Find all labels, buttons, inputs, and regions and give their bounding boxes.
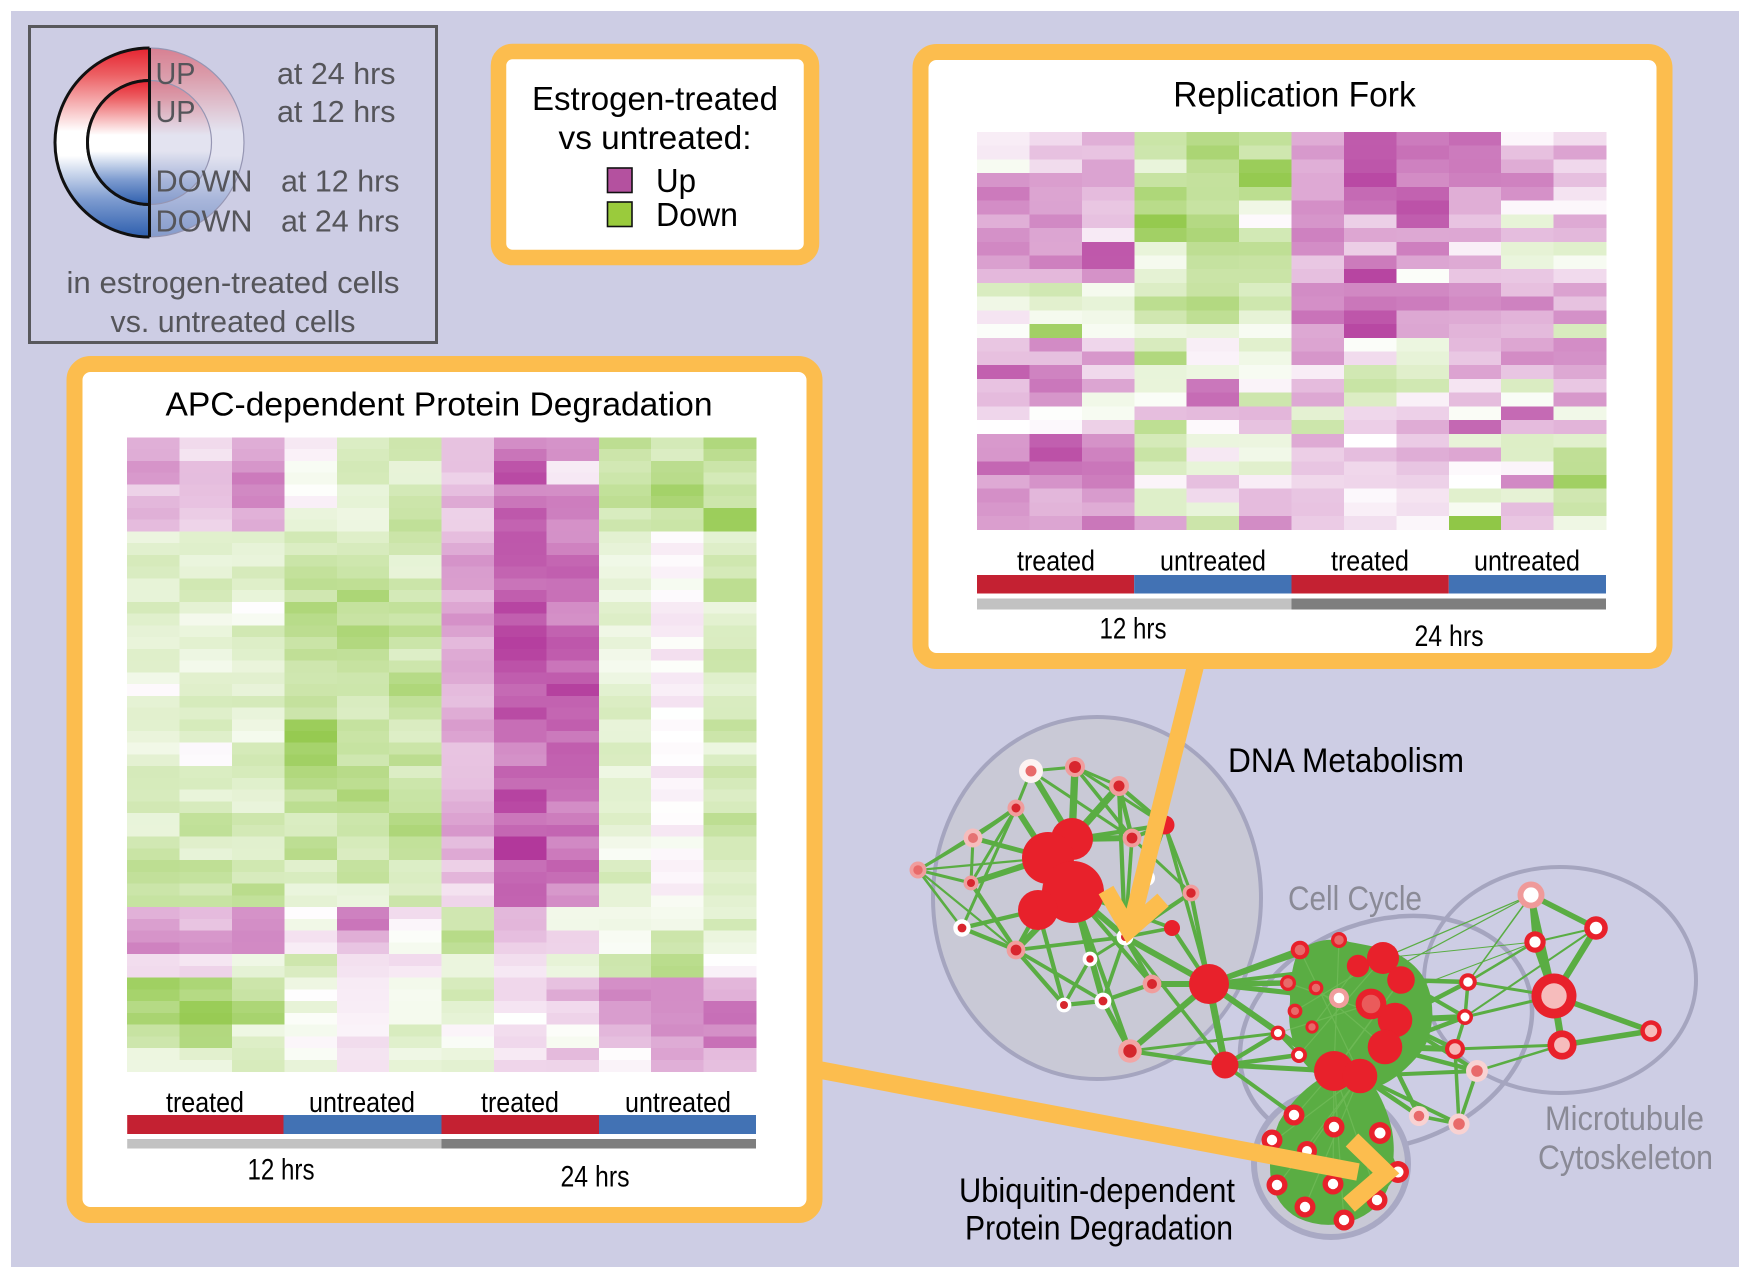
svg-text:Cell Cycle: Cell Cycle xyxy=(1288,880,1422,918)
svg-text:treated: treated xyxy=(1017,546,1095,578)
svg-text:at 24 hrs: at 24 hrs xyxy=(277,56,396,91)
svg-text:untreated: untreated xyxy=(1474,546,1580,578)
svg-text:Up: Up xyxy=(656,162,696,199)
svg-text:untreated: untreated xyxy=(309,1087,415,1119)
svg-text:24 hrs: 24 hrs xyxy=(561,1161,630,1194)
svg-text:vs untreated:: vs untreated: xyxy=(559,119,752,156)
svg-text:DNA Metabolism: DNA Metabolism xyxy=(1228,742,1464,780)
svg-text:DOWN: DOWN xyxy=(156,204,253,239)
svg-text:DOWN: DOWN xyxy=(156,164,253,199)
svg-text:at 24 hrs: at 24 hrs xyxy=(281,204,400,239)
svg-text:treated: treated xyxy=(166,1087,244,1119)
svg-text:treated: treated xyxy=(1331,546,1409,578)
svg-text:Replication Fork: Replication Fork xyxy=(1173,76,1416,115)
svg-text:UP: UP xyxy=(156,94,196,129)
svg-text:untreated: untreated xyxy=(625,1087,731,1119)
svg-text:treated: treated xyxy=(481,1087,559,1119)
svg-text:UP: UP xyxy=(156,56,196,91)
svg-text:Microtubule: Microtubule xyxy=(1545,1100,1704,1138)
svg-text:APC-dependent Protein Degradat: APC-dependent Protein Degradation xyxy=(166,386,713,423)
svg-text:12 hrs: 12 hrs xyxy=(248,1154,315,1187)
svg-text:at 12 hrs: at 12 hrs xyxy=(281,164,400,199)
svg-text:vs. untreated cells: vs. untreated cells xyxy=(111,304,356,339)
svg-text:Estrogen-treated: Estrogen-treated xyxy=(532,80,778,117)
svg-text:Down: Down xyxy=(656,196,738,233)
svg-text:in estrogen-treated cells: in estrogen-treated cells xyxy=(67,265,400,300)
svg-text:at 12 hrs: at 12 hrs xyxy=(277,94,396,129)
svg-text:12 hrs: 12 hrs xyxy=(1100,613,1167,646)
svg-text:Ubiquitin-dependent: Ubiquitin-dependent xyxy=(959,1172,1235,1210)
svg-text:Cytoskeleton: Cytoskeleton xyxy=(1538,1139,1713,1177)
svg-text:Protein Degradation: Protein Degradation xyxy=(965,1210,1233,1248)
svg-text:untreated: untreated xyxy=(1160,546,1266,578)
svg-text:24 hrs: 24 hrs xyxy=(1415,620,1484,653)
